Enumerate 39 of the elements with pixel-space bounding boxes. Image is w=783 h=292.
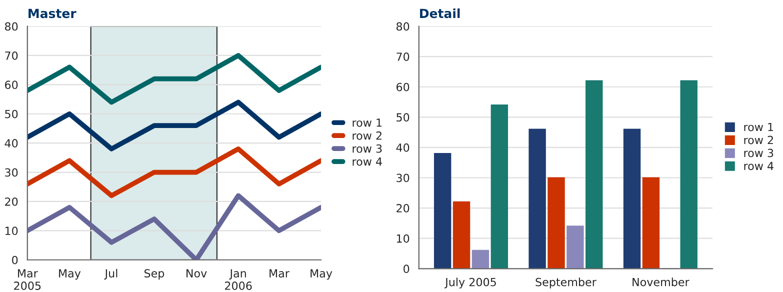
legend-label: row 4	[352, 158, 382, 166]
x-tick-label: Sep	[144, 269, 164, 280]
legend-label: row 3	[744, 148, 774, 158]
chart-title: Master	[28, 8, 76, 18]
x-tick-label: May	[59, 269, 81, 280]
legend-label: row 2	[352, 131, 382, 140]
x-tick-label: September	[536, 278, 596, 288]
x-tick-label: Jul	[104, 268, 118, 280]
y-tick-label: 70	[5, 51, 18, 60]
y-tick-label: 40	[396, 143, 410, 152]
y-tick-label: 40	[4, 139, 18, 148]
y-tick-label: 10	[5, 226, 18, 236]
legend-label: row 4	[744, 162, 774, 170]
y-tick-label: 0	[12, 256, 18, 264]
legend-label: row 2	[744, 136, 773, 144]
legend-label: row 1	[352, 118, 382, 127]
x-tick-label: November	[632, 278, 690, 286]
y-tick-label: 80	[396, 22, 410, 31]
y-tick-label: 70	[396, 52, 410, 61]
y-tick-label: 50	[5, 110, 18, 118]
y-tick-label: 60	[396, 82, 410, 92]
y-tick-label: 80	[4, 22, 18, 31]
legend-label: row 3	[352, 144, 382, 153]
x-tick-label: Mar	[270, 269, 290, 278]
x-tick-label: Jan 2006	[224, 269, 252, 290]
x-tick-label: July 2005	[444, 278, 496, 288]
legend-label: row 1	[744, 122, 774, 132]
x-tick-label: Mar 2005	[14, 269, 41, 290]
y-tick-label: 30	[5, 168, 18, 177]
y-tick-label: 10	[396, 234, 410, 243]
x-tick-label: Nov	[186, 269, 207, 278]
y-tick-label: 50	[396, 113, 410, 122]
y-tick-label: 60	[5, 80, 18, 90]
y-tick-label: 20	[5, 197, 18, 206]
y-tick-label: 30	[396, 174, 410, 182]
chart-title: Detail	[420, 8, 460, 18]
y-tick-label: 20	[396, 204, 410, 212]
y-tick-label: 0	[404, 264, 410, 274]
x-tick-label: May	[310, 269, 332, 280]
